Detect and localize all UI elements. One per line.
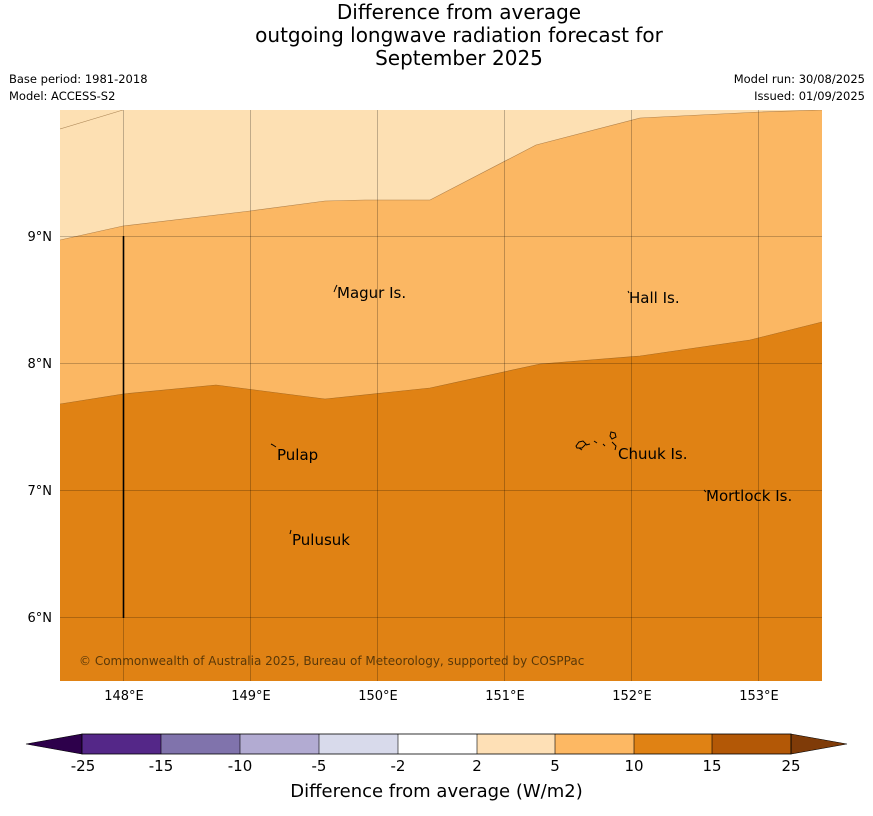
colorbar-bin-8	[634, 734, 712, 754]
colorbar-extend-high	[790, 733, 848, 755]
colorbar-bin-5	[398, 734, 477, 754]
cb-tick-5: 5	[550, 757, 560, 775]
colorbar-bin-2	[161, 734, 240, 754]
island-outlines	[270, 284, 707, 535]
contour-5	[60, 110, 822, 241]
map-area: Magur Is. Hall Is. Pulap Chuuk Is. Mortl…	[60, 110, 822, 681]
pulusuk-island-shape	[289, 529, 292, 535]
place-pulap: Pulap	[277, 446, 318, 464]
colorbar-bin-7	[555, 734, 634, 754]
band-10-to-15	[60, 322, 822, 681]
lon-label-148e: 148°E	[104, 689, 144, 704]
lat-label-8n: 8°N	[28, 357, 53, 372]
chart-title: Difference from average outgoing longwav…	[0, 1, 873, 70]
lon-label-151e: 151°E	[485, 689, 525, 704]
meta-left: Base period: 1981-2018 Model: ACCESS-S2	[9, 71, 148, 105]
title-line-1: Difference from average	[336, 0, 582, 24]
cb-tick-10: 10	[624, 757, 643, 775]
base-period: Base period: 1981-2018	[9, 72, 148, 86]
colorbar-bin-3	[240, 734, 319, 754]
cb-tick-25: 25	[781, 757, 800, 775]
cb-tick-neg5: -5	[312, 757, 327, 775]
chuuk-lagoon-shape	[575, 431, 617, 451]
lat-label-6n: 6°N	[28, 611, 53, 626]
pulap-island-shape	[270, 443, 277, 448]
place-hall: Hall Is.	[629, 289, 680, 307]
magur-island-shape	[333, 284, 338, 293]
title-line-2: outgoing longwave radiation forecast for	[255, 23, 663, 47]
lat-axis: 9°N 8°N 7°N 6°N	[28, 230, 53, 626]
hall-island-shape	[627, 290, 630, 294]
place-magur: Magur Is.	[337, 284, 406, 302]
cb-tick-2: 2	[472, 757, 482, 775]
colorbar-tick-labels: -25 -15 -10 -5 -2 2 5 10 15 25	[71, 757, 801, 775]
colorbar-frame	[81, 733, 792, 755]
cb-tick-neg15: -15	[149, 757, 174, 775]
lon-axis: 148°E 149°E 150°E 151°E 152°E 153°E	[104, 689, 779, 704]
colorbar-bin-4	[319, 734, 398, 754]
colorbar-extend-low	[25, 733, 83, 755]
mortlock-island-shape	[703, 489, 707, 493]
lat-label-7n: 7°N	[28, 484, 53, 499]
contour-10	[60, 321, 822, 405]
meta-right: Model run: 30/08/2025 Issued: 01/09/2025	[734, 71, 865, 105]
place-chuuk: Chuuk Is.	[618, 445, 687, 463]
colorbar-bin-1	[82, 734, 161, 754]
contour-upper	[60, 110, 124, 130]
cb-tick-neg10: -10	[228, 757, 253, 775]
lon-label-150e: 150°E	[358, 689, 398, 704]
title-line-3: September 2025	[375, 46, 543, 70]
copyright-notice: © Commonwealth of Australia 2025, Bureau…	[79, 654, 584, 668]
place-mortlock: Mortlock Is.	[706, 487, 792, 505]
lon-label-153e: 153°E	[739, 689, 779, 704]
model-name: Model: ACCESS-S2	[9, 89, 116, 103]
cb-tick-neg2: -2	[391, 757, 406, 775]
lon-label-152e: 152°E	[612, 689, 652, 704]
colorbar: -25 -15 -10 -5 -2 2 5 10 15 25	[25, 733, 848, 775]
cb-tick-neg25: -25	[71, 757, 96, 775]
colorbar-dividers	[160, 734, 713, 754]
place-pulusuk: Pulusuk	[292, 531, 350, 549]
issued-date: Issued: 01/09/2025	[754, 89, 865, 103]
lat-label-9n: 9°N	[28, 230, 53, 245]
colorbar-bin-6	[477, 734, 555, 754]
place-labels: Magur Is. Hall Is. Pulap Chuuk Is. Mortl…	[277, 284, 792, 549]
colorbar-title: Difference from average (W/m2)	[290, 781, 583, 802]
cb-tick-15: 15	[702, 757, 721, 775]
model-run: Model run: 30/08/2025	[733, 72, 865, 86]
lon-label-149e: 149°E	[231, 689, 271, 704]
colorbar-bin-9	[712, 734, 791, 754]
